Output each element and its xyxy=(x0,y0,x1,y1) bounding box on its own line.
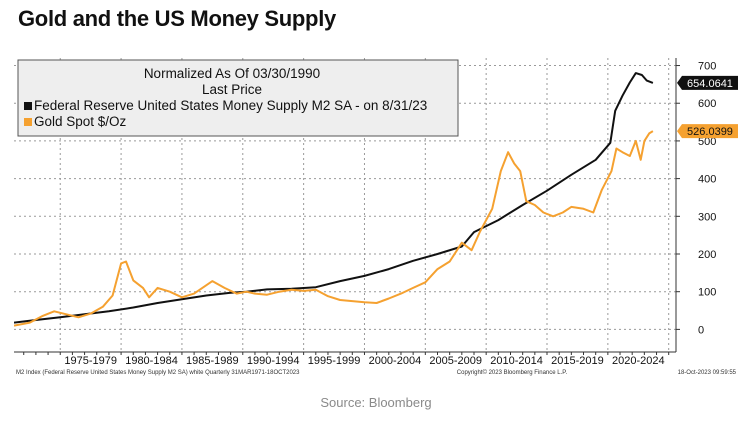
last-value-label-gold: 526.0399 xyxy=(687,126,733,138)
series-line-m2 xyxy=(14,72,654,324)
y-tick-label-700: 700 xyxy=(698,61,716,73)
line-chart: 0 100 200 300 400 500 600 700 1975-1979 1980-1984… xyxy=(14,58,738,376)
x-tick-label-2005-2009: 2005-2009 xyxy=(429,355,482,367)
y-tick-label-600: 600 xyxy=(698,98,716,110)
y-tick-label-0: 0 xyxy=(698,324,704,336)
y-tick-label-200: 200 xyxy=(698,249,716,261)
legend-header-date: Normalized As Of 03/30/1990 xyxy=(144,66,320,81)
axis-layer: 0 100 200 300 400 500 600 700 1975-1979 1980-1984… xyxy=(14,58,738,367)
y-tick-label-400: 400 xyxy=(698,174,716,186)
x-tick-label-2010-2014: 2010-2014 xyxy=(490,355,543,367)
last-value-badge-gold xyxy=(677,124,738,139)
footer-left-note: M2 Index (Federal Reserve United States … xyxy=(16,370,300,376)
footer-notes: M2 Index (Federal Reserve United States … xyxy=(16,369,737,376)
x-tick-label-1975-1979: 1975-1979 xyxy=(64,355,117,367)
series-layer xyxy=(14,72,654,327)
x-tick-label-1985-1989: 1985-1989 xyxy=(186,355,239,367)
x-tick-label-1980-1984: 1980-1984 xyxy=(125,355,178,367)
last-value-label-m2: 654.0641 xyxy=(687,78,733,90)
x-tick-label-1995-1999: 1995-1999 xyxy=(308,355,361,367)
last-value-badge-m2 xyxy=(677,75,738,90)
footer-timestamp: 18-Oct-2023 09:59:55 xyxy=(678,370,737,376)
legend-box xyxy=(17,59,459,137)
y-tick-label-100: 100 xyxy=(698,287,716,299)
legend-swatch-gold xyxy=(24,118,32,126)
legend-label-gold: Gold Spot $/Oz xyxy=(34,114,127,129)
legend-swatch-m2 xyxy=(24,102,32,110)
legend-header-last-price: Last Price xyxy=(202,82,262,97)
chart-panel: 0 100 200 300 400 500 600 700 1975-1979 1980-1984… xyxy=(14,50,738,380)
x-tick-label-2015-2019: 2015-2019 xyxy=(551,355,604,367)
x-tick-label-2000-2004: 2000-2004 xyxy=(369,355,422,367)
x-tick-label-2020-2024: 2020-2024 xyxy=(612,355,665,367)
y-tick-label-300: 300 xyxy=(698,211,716,223)
grid-layer xyxy=(14,58,676,352)
legend: Normalized As Of 03/30/1990 Last Price F… xyxy=(17,59,459,137)
source-note: Source: Bloomberg xyxy=(320,395,432,410)
page-title: Gold and the US Money Supply xyxy=(18,6,336,31)
legend-label-m2: Federal Reserve United States Money Supp… xyxy=(34,98,427,113)
footer-copyright: Copyright© 2023 Bloomberg Finance L.P. xyxy=(457,369,568,376)
y-tick-label-500: 500 xyxy=(698,136,716,148)
series-line-gold xyxy=(14,130,654,327)
x-tick-label-1990-1994: 1990-1994 xyxy=(247,355,300,367)
